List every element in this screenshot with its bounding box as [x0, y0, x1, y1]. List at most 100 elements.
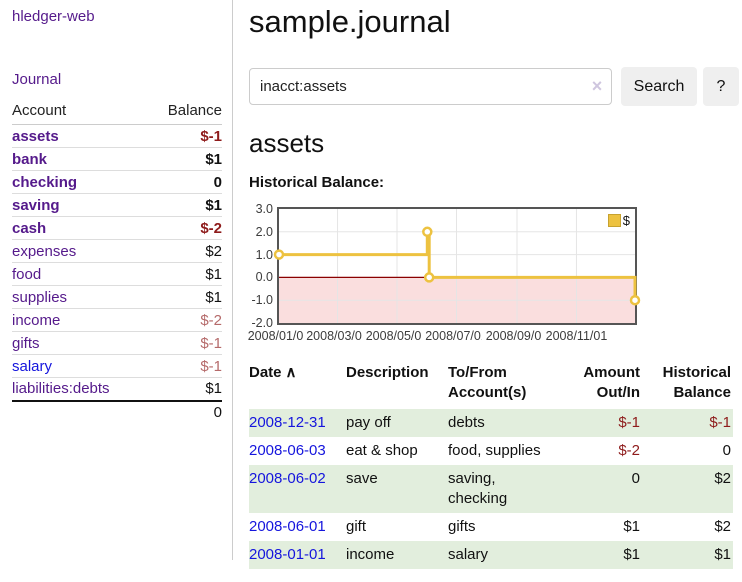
account-balance: $-2 [200, 311, 222, 329]
y-axis-tick-label: -2.0 [251, 316, 273, 330]
transaction-row: 2008-01-01 income salary $1 $1 [249, 541, 733, 569]
account-row: expenses $2 [12, 239, 222, 263]
transaction-accounts: gifts [448, 518, 476, 535]
chart-canvas [273, 209, 641, 323]
sidebar-account-link[interactable]: food [12, 265, 42, 283]
account-row: income $-2 [12, 308, 222, 332]
y-axis-tick-label: -1.0 [251, 293, 273, 308]
transaction-date-link[interactable]: 2008-06-02 [249, 470, 326, 487]
account-balance: $-1 [200, 127, 222, 145]
account-row: assets $-1 [12, 124, 222, 148]
transaction-amount: $1 [623, 518, 640, 535]
transaction-amount: $-1 [561, 409, 642, 437]
x-axis-tick-label: 2008/09/01 [481, 329, 552, 344]
register-header: To/From Account(s) [448, 364, 527, 401]
y-axis-tick-label: 0.0 [255, 270, 273, 285]
account-row: saving $1 [12, 193, 222, 217]
sidebar-account-link[interactable]: liabilities:debts [12, 380, 110, 398]
accounts-total-row: 0 [12, 399, 222, 424]
register-header[interactable]: Date ∧ [249, 364, 297, 381]
x-axis-tick-label: 2008/01/01 [244, 329, 314, 344]
account-row: liabilities:debts $1 [12, 377, 222, 401]
transaction-row: 2008-12-31 pay off debts $-1 $-1 [249, 409, 733, 437]
register-header: Amount Out/In [583, 364, 640, 401]
accounts-header-balance: Balance [146, 100, 222, 125]
sidebar-account-link[interactable]: saving [12, 196, 60, 214]
sidebar-account-link[interactable]: cash [12, 219, 47, 237]
clear-search-icon[interactable]: × [591, 76, 603, 96]
sidebar-account-link[interactable]: expenses [12, 242, 77, 260]
account-balance: $2 [205, 242, 222, 260]
register-header: Historical Balance [662, 364, 731, 401]
page-title: sample.journal [249, 4, 451, 39]
register-table: Date ∧ Description To/From Account(s) Amount… [249, 360, 733, 569]
x-axis-tick-label: 2008/03/01 [302, 329, 373, 344]
x-axis-tick-label: 2008/05/01 [362, 329, 433, 344]
register-header: Description [346, 364, 429, 381]
sidebar-account-link[interactable]: supplies [12, 288, 68, 306]
legend-label: $ [622, 213, 630, 228]
sidebar-account-link[interactable]: income [12, 311, 61, 329]
transaction-row: 2008-06-02 save saving, checking 0 $2 [249, 465, 733, 513]
account-row: supplies $1 [12, 285, 222, 309]
sidebar: hledger-web Journal Account Balance asse… [0, 0, 233, 560]
accounts-total-value: 0 [12, 399, 222, 424]
sidebar-item-journal[interactable]: Journal [12, 71, 62, 88]
transaction-amount: 0 [561, 465, 642, 513]
transaction-balance: $2 [714, 518, 731, 535]
transaction-balance: $2 [642, 465, 733, 513]
app-brand-link[interactable]: hledger-web [12, 8, 95, 25]
accounts-header-account: Account [12, 100, 147, 125]
account-balance: $1 [205, 196, 222, 214]
legend-swatch-icon [607, 214, 621, 227]
y-axis-tick-label: 3.0 [255, 202, 273, 216]
account-row: checking 0 [12, 170, 222, 194]
account-balance: $-1 [200, 334, 222, 352]
y-axis-tick-label: 2.0 [255, 224, 273, 239]
transaction-description: gift [346, 518, 367, 535]
transaction-accounts: food, supplies [448, 442, 541, 459]
account-row: gifts $-1 [12, 331, 222, 355]
transaction-accounts: saving, checking [448, 465, 561, 513]
transaction-accounts: debts [448, 409, 561, 437]
account-row: food $1 [12, 262, 222, 286]
transaction-balance: $-1 [642, 409, 733, 437]
sidebar-account-link[interactable]: bank [12, 150, 48, 168]
account-row: salary $-1 [12, 354, 222, 378]
account-balance: $1 [205, 380, 222, 398]
transaction-balance: 0 [722, 442, 731, 459]
help-button[interactable]: ? [703, 67, 739, 106]
search-button[interactable]: Search [621, 67, 697, 106]
accounts-table: Account Balance assets $-1 bank $1 checking 0… [12, 100, 222, 424]
account-heading: assets [249, 128, 325, 158]
transaction-amount: $-2 [618, 442, 640, 459]
account-balance: $1 [205, 265, 222, 283]
transaction-description: eat & shop [346, 442, 418, 459]
chart-plot-area: $ [273, 207, 641, 325]
x-axis-tick-label: 2008/11/01 [541, 329, 612, 344]
account-balance: $1 [205, 150, 222, 168]
search-input[interactable] [249, 68, 612, 105]
historical-balance-chart: $ 3.0 2.0 1.0 0.0 -1.0 -2.0 2008/01/01 2008/03/… [244, 202, 705, 350]
accounts-table-body: assets $-1 bank $1 checking 0 saving $1 cash $-2 e… [12, 124, 222, 424]
transaction-date-link[interactable]: 2008-06-03 [249, 442, 326, 459]
transaction-row: 2008-06-01 gift gifts $1 $2 [249, 513, 733, 541]
transaction-date-link[interactable]: 2008-01-01 [249, 546, 326, 563]
transaction-date-link[interactable]: 2008-06-01 [249, 518, 326, 535]
transaction-description: income [346, 541, 448, 569]
account-balance: 0 [213, 173, 222, 191]
transaction-date-link[interactable]: 2008-12-31 [249, 414, 326, 431]
account-row: bank $1 [12, 147, 222, 171]
account-row: cash $-2 [12, 216, 222, 240]
transaction-description: save [346, 465, 448, 513]
sidebar-account-link[interactable]: gifts [12, 334, 40, 352]
chart-legend: $ [605, 212, 632, 229]
account-balance: $-1 [200, 357, 222, 375]
chart-title: Historical Balance: [249, 174, 385, 191]
transaction-row: 2008-06-03 eat & shop food, supplies $-2 0 [249, 437, 733, 465]
sidebar-account-link[interactable]: checking [12, 173, 78, 191]
transaction-balance: $1 [642, 541, 733, 569]
sidebar-account-link[interactable]: assets [12, 127, 59, 145]
transaction-description: pay off [346, 409, 448, 437]
sidebar-account-link[interactable]: salary [12, 357, 53, 375]
